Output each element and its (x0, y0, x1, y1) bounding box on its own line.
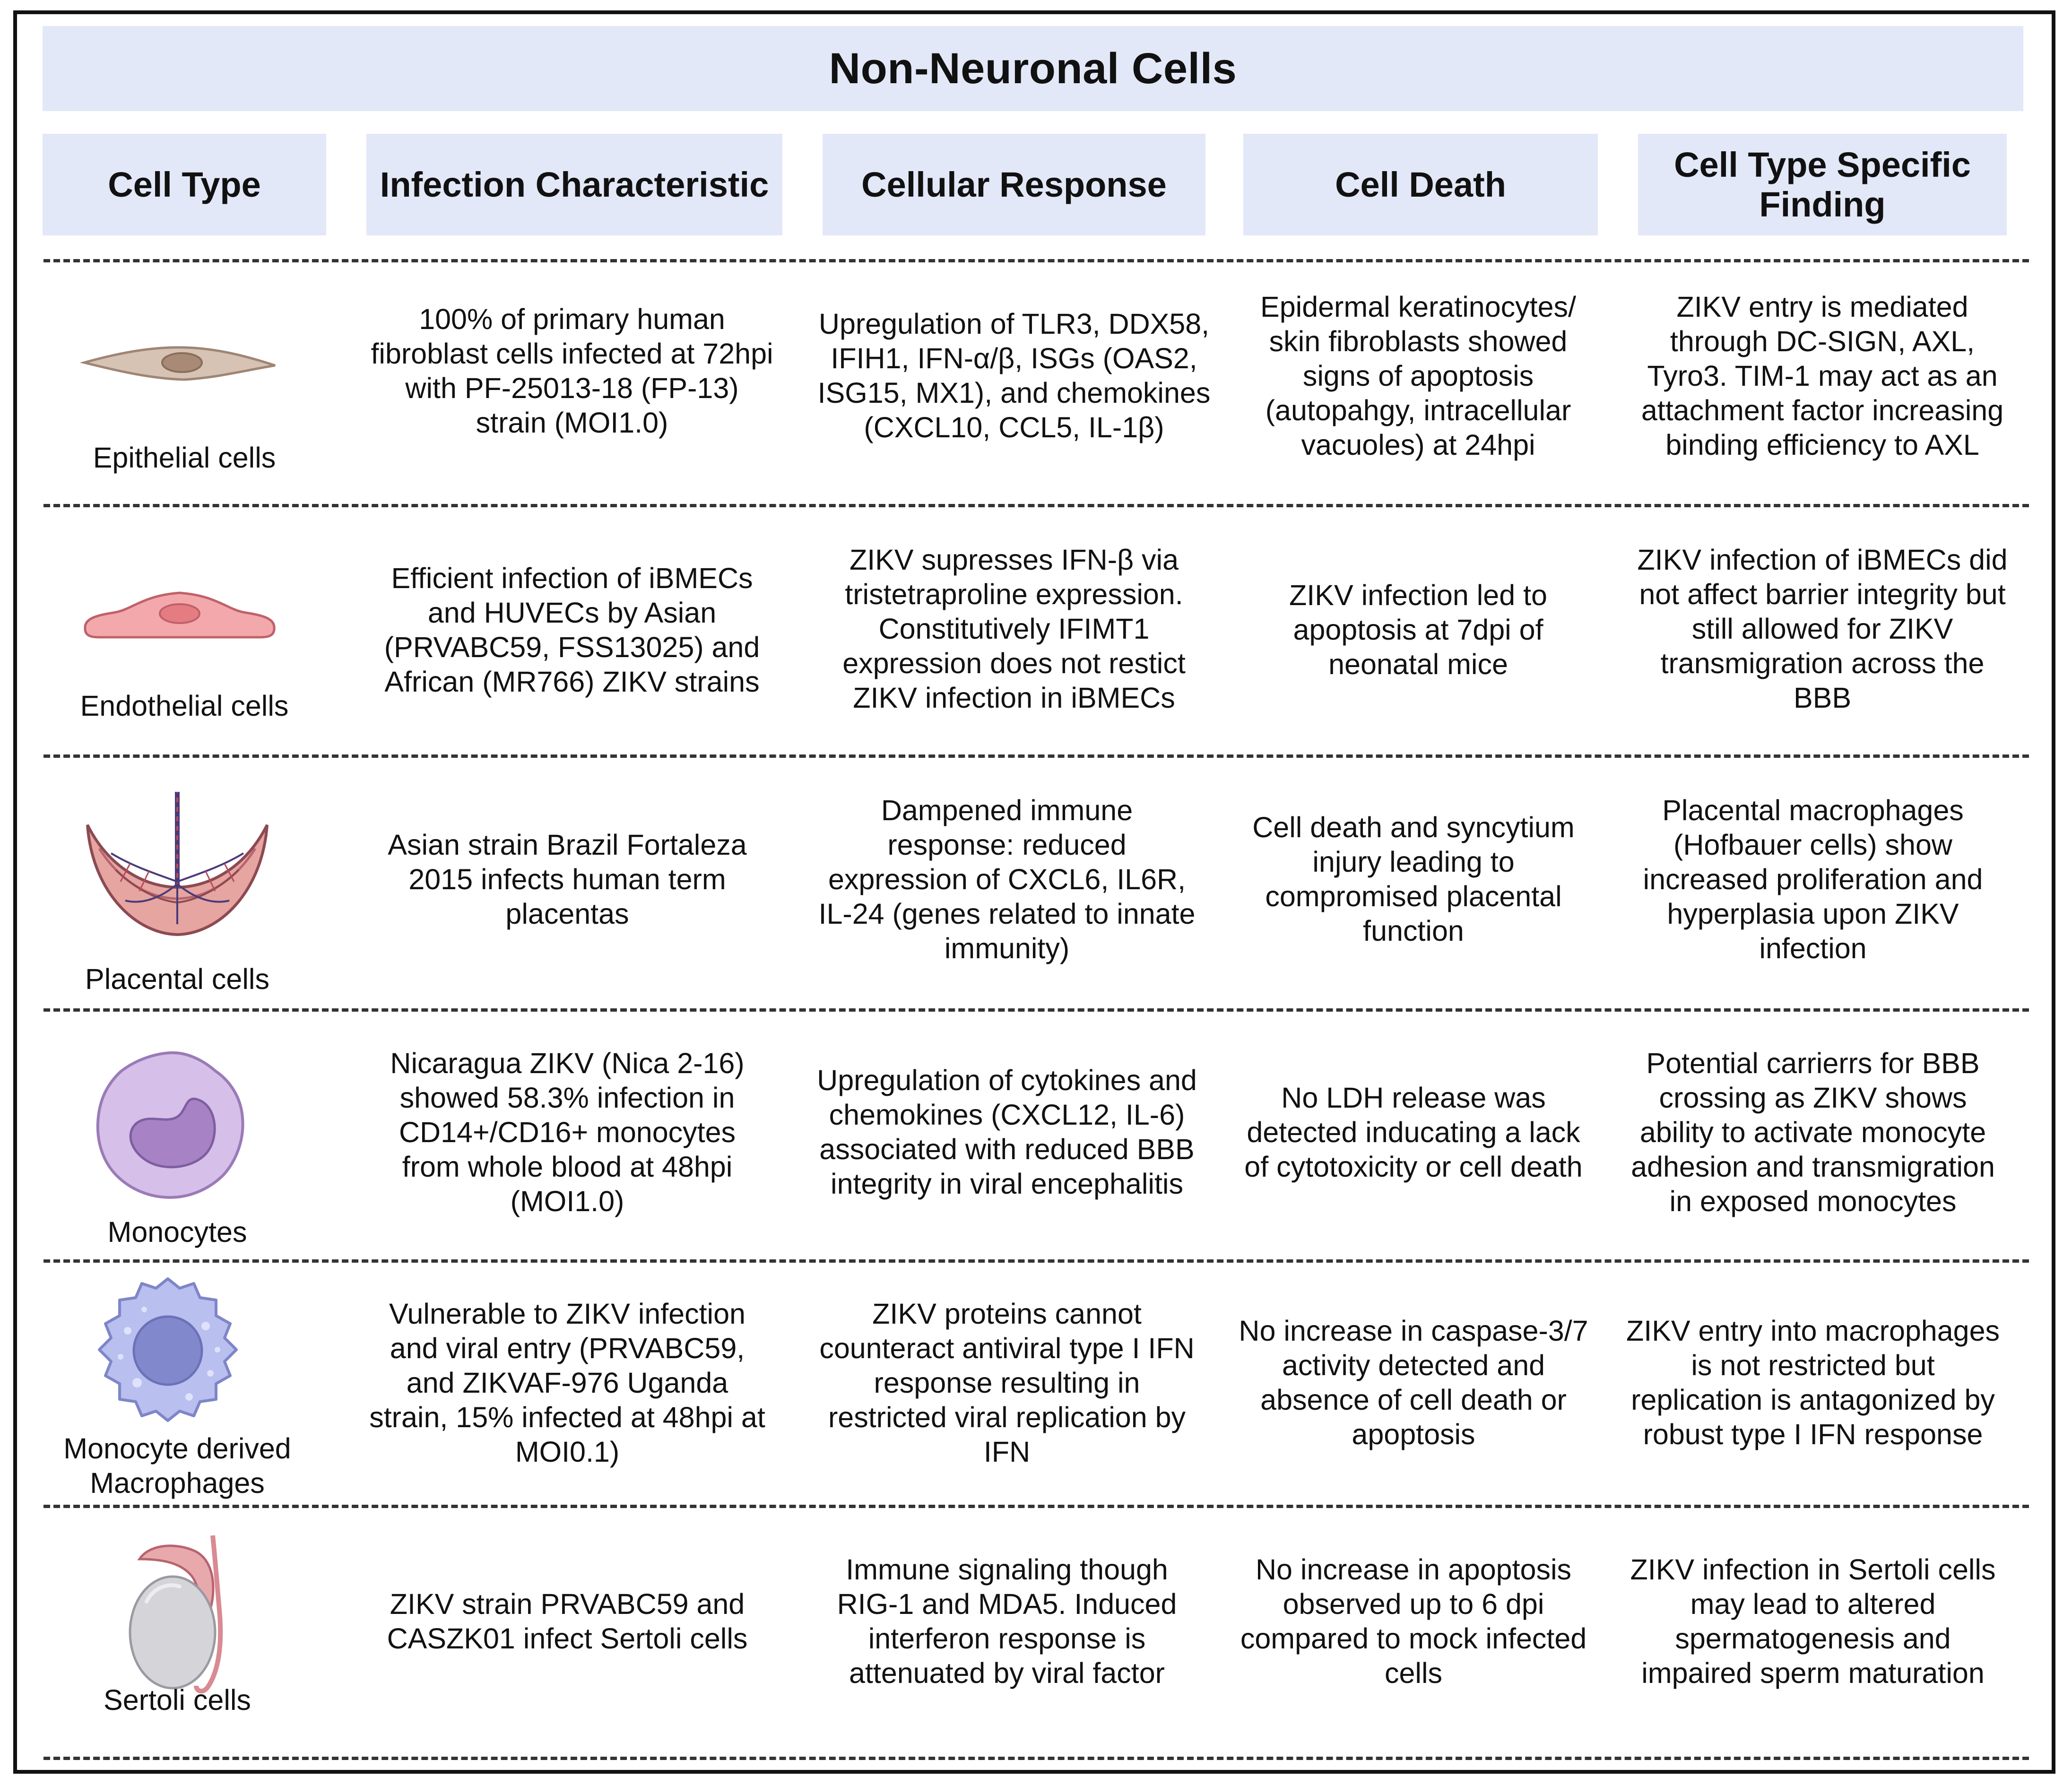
death-text: No increase in caspase-3/7 activity dete… (1239, 1315, 1588, 1450)
title-banner: Non-Neuronal Cells (43, 26, 2023, 111)
row-divider (43, 754, 2029, 758)
response-text: ZIKV proteins cannot counteract antivira… (819, 1297, 1195, 1468)
row-divider (43, 1505, 2029, 1508)
header-cell-type-specific-finding: Cell Type Specific Finding (1638, 134, 2007, 235)
finding-text: Potential carrierrs for BBB crossing as … (1631, 1047, 1995, 1217)
row-divider (43, 1757, 2029, 1760)
death-text: ZIKV infection led to apoptosis at 7dpi … (1289, 579, 1547, 680)
row-divider (43, 1008, 2029, 1012)
macrophage-icon (98, 1277, 238, 1422)
row-divider (43, 504, 2029, 507)
testis-icon (129, 1535, 223, 1694)
response-text: Upregulation of TLR3, DDX58, IFIH1, IFN-… (817, 308, 1211, 443)
finding-text: ZIKV infection in Sertoli cells may lead… (1630, 1553, 1996, 1689)
row-divider (43, 1259, 2029, 1263)
header-cell-type: Cell Type (43, 134, 326, 235)
response-text: Dampened immune response: reduced expres… (818, 794, 1196, 964)
infection-text: Nicaragua ZIKV (Nica 2-16) showed 58.3% … (390, 1047, 745, 1217)
infection-text: ZIKV strain PRVABC59 and CASZK01 infect … (387, 1588, 748, 1655)
infection-text: Efficient infection of iBMECs and HUVECs… (384, 562, 760, 698)
cell-type-label: Placental cells (85, 963, 269, 995)
finding-text: ZIKV entry into macrophages is not restr… (1626, 1315, 2000, 1450)
placenta-icon (86, 792, 269, 936)
monocyte-icon (96, 1051, 244, 1199)
death-text: No LDH release was detected inducating a… (1244, 1081, 1583, 1183)
infection-text: Asian strain Brazil Fortaleza 2015 infec… (388, 828, 747, 930)
response-text: ZIKV supresses IFN-β via tristetraprolin… (842, 543, 1186, 714)
header-infection-characteristic: Infection Characteristic (366, 134, 782, 235)
infection-text: Vulnerable to ZIKV infection and viral e… (369, 1297, 765, 1468)
cell-type-label: Monocytes (107, 1216, 247, 1248)
infection-text: 100% of primary human fibroblast cells i… (371, 303, 773, 439)
finding-text: ZIKV entry is mediated through DC-SIGN, … (1641, 290, 2004, 461)
finding-text: ZIKV infection of iBMECs did not affect … (1637, 543, 2008, 714)
cell-type-label: Epithelial cells (93, 442, 276, 474)
death-text: Cell death and syncytium injury leading … (1252, 811, 1575, 947)
endothelial-cell-icon (84, 591, 276, 639)
table-frame (13, 10, 2055, 1774)
header-cellular-response: Cellular Response (823, 134, 1205, 235)
header-cell-death: Cell Death (1243, 134, 1598, 235)
epithelial-cell-icon (80, 346, 276, 381)
cell-type-label: Endothelial cells (80, 690, 289, 722)
death-text: No increase in apoptosis observed up to … (1240, 1553, 1587, 1689)
cell-type-label: Sertoli cells (104, 1684, 251, 1716)
cell-type-label: Monocyte derived Macrophages (63, 1432, 291, 1499)
death-text: Epidermal keratinocytes/ skin fibroblast… (1260, 290, 1576, 461)
page-title: Non-Neuronal Cells (829, 44, 1237, 93)
response-text: Immune signaling though RIG-1 and MDA5. … (837, 1553, 1177, 1689)
response-text: Upregulation of cytokines and chemokines… (817, 1064, 1197, 1200)
row-divider (43, 259, 2029, 262)
finding-text: Placental macrophages (Hofbauer cells) s… (1643, 794, 1983, 964)
